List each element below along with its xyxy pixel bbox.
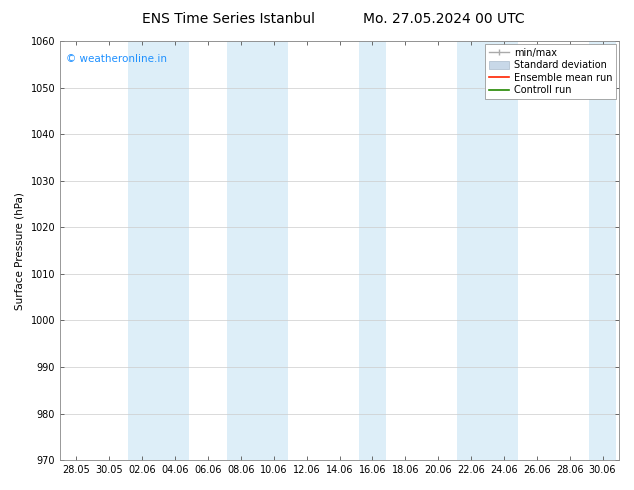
Bar: [129, 41, 189, 460]
Bar: [457, 41, 518, 460]
Text: © weatheronline.in: © weatheronline.in: [66, 53, 167, 64]
Text: Mo. 27.05.2024 00 UTC: Mo. 27.05.2024 00 UTC: [363, 12, 524, 26]
Bar: [359, 41, 386, 460]
Bar: [589, 41, 616, 460]
Text: ENS Time Series Istanbul: ENS Time Series Istanbul: [142, 12, 314, 26]
Y-axis label: Surface Pressure (hPa): Surface Pressure (hPa): [15, 192, 25, 310]
Legend: min/max, Standard deviation, Ensemble mean run, Controll run: min/max, Standard deviation, Ensemble me…: [486, 44, 616, 99]
Bar: [227, 41, 288, 460]
